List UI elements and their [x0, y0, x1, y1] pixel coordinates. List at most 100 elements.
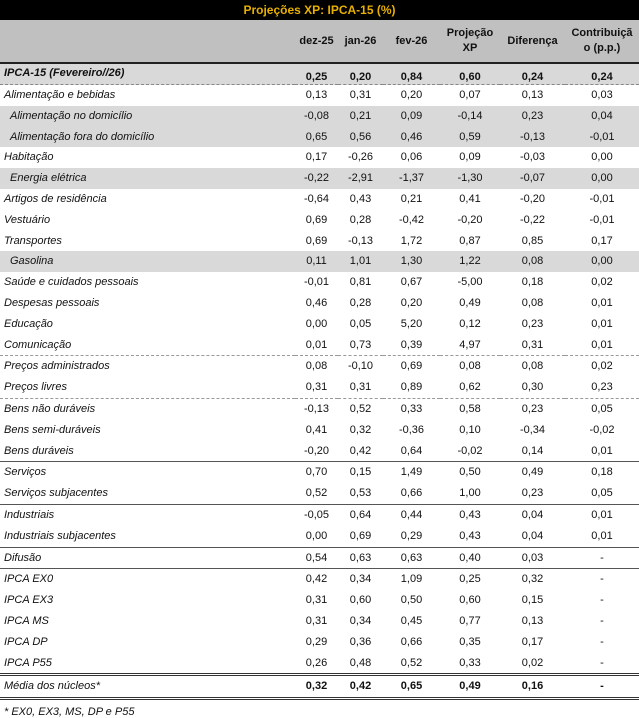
cell-value: 0,43	[459, 508, 481, 521]
cell-value: 0,29	[383, 525, 440, 548]
cell-value: 0,01	[565, 440, 639, 463]
cell-value: 0,41	[305, 423, 328, 436]
cell-value: -	[565, 652, 639, 677]
cell-value: 0,31	[338, 377, 383, 399]
table-row: Habitação 0,17 -0,26 0,06 0,09 -0,03 0,00	[0, 147, 639, 168]
table-row: IPCA EX0 0,42 0,34 1,09 0,25 0,32 -	[0, 569, 639, 590]
cell-value: 0,85	[521, 234, 544, 247]
row-label: Bens duráveis	[0, 440, 295, 463]
cell-value: 0,31	[305, 614, 328, 627]
table-row: Gasolina 0,11 1,01 1,30 1,22 0,08 0,00	[0, 251, 639, 273]
cell-value: -0,14	[440, 105, 500, 127]
cell-value: 0,25	[295, 63, 338, 85]
cell-value: -0,22	[519, 213, 546, 226]
cell-value: 0,02	[591, 360, 613, 373]
table-row: IPCA MS 0,31 0,34 0,45 0,77 0,13 -	[0, 611, 639, 632]
table-row: Energia elétrica -0,22 -2,91 -1,37 -1,30 -0,0…	[0, 168, 639, 189]
cell-value: 0,84	[383, 63, 440, 85]
cell-value: 0,05	[565, 483, 639, 505]
cell-value: 0,16	[500, 674, 565, 701]
table-row: Despesas pessoais 0,46 0,28 0,20 0,49 0,08 0,0…	[0, 293, 639, 314]
column-header-line: XP	[462, 42, 478, 54]
row-label: Despesas pessoais	[4, 296, 100, 309]
cell-value: -0,01	[589, 213, 615, 226]
cell-value: -0,20	[295, 440, 338, 463]
cell-value: 0,50	[459, 466, 481, 479]
cell-value: 0,65	[383, 674, 440, 701]
cell-value: 0,54	[295, 547, 338, 570]
cell-value: -0,36	[398, 423, 425, 436]
cell-value: 0,42	[338, 674, 383, 701]
cell-value: 0,05	[349, 317, 372, 330]
column-header-line: Projeção	[446, 27, 494, 39]
table-row: Transportes 0,69 -0,13 1,72 0,87 0,85 0,17	[0, 231, 639, 252]
cell-value: -0,20	[457, 213, 483, 226]
cell-value: 0,70	[305, 466, 328, 479]
cell-value: -5,00	[457, 276, 483, 289]
cell-value: -0,01	[589, 192, 615, 205]
row-label: Serviços subjacentes	[0, 483, 295, 505]
row-label: Alimentação e bebidas	[4, 89, 116, 101]
cell-value: 0,03	[500, 547, 565, 570]
column-header: Projeção XP	[440, 20, 500, 64]
row-label: Alimentação no domicílio	[0, 105, 295, 127]
cell-value: 0,73	[338, 334, 383, 357]
cell-value: 1,72	[400, 234, 423, 247]
cell-value: 0,04	[500, 525, 565, 548]
table-row: Industriais subjacentes 0,00 0,69 0,29 0,43 0…	[0, 525, 639, 548]
cell-value: 0,02	[591, 276, 613, 289]
table-row: Bens semi-duráveis 0,41 0,32 -0,36 0,10 -0,34…	[0, 420, 639, 441]
table-row: Serviços 0,70 0,15 1,49 0,50 0,49 0,18	[0, 462, 639, 483]
cell-value: 0,21	[400, 192, 423, 205]
cell-value: 0,31	[349, 89, 372, 101]
cell-value: 0,33	[440, 652, 500, 677]
column-header-line: fev-26	[395, 34, 428, 47]
row-label: Saúde e cuidados pessoais	[4, 276, 139, 289]
cell-value: 0,23	[521, 317, 544, 330]
cell-value: 0,04	[565, 105, 639, 127]
cell-value: 0,46	[305, 296, 328, 309]
cell-value: -0,42	[398, 213, 425, 226]
cell-value: 0,49	[521, 466, 544, 479]
table-row: IPCA EX3 0,31 0,60 0,50 0,60 0,15 -	[0, 590, 639, 611]
cell-value: 0,20	[400, 296, 423, 309]
cell-value: 0,77	[459, 614, 481, 627]
table-row: Educação 0,00 0,05 5,20 0,12 0,23 0,01	[0, 314, 639, 335]
cell-value: 0,31	[500, 334, 565, 357]
row-label: Bens semi-duráveis	[4, 423, 101, 436]
row-label: Preços administrados	[4, 360, 110, 373]
cell-value: 0,48	[338, 652, 383, 677]
row-label: Serviços	[4, 466, 47, 479]
cell-value: 0,09	[459, 151, 481, 164]
cell-value: -0,64	[303, 192, 330, 205]
cell-value: 0,00	[305, 317, 328, 330]
cell-value: 0,45	[400, 614, 423, 627]
cell-value: 0,09	[383, 105, 440, 127]
cell-value: -0,26	[347, 151, 374, 164]
cell-value: 0,52	[349, 402, 372, 415]
cell-value: 0,23	[500, 483, 565, 505]
cell-value: 0,04	[521, 508, 544, 521]
cell-value: 0,49	[440, 674, 500, 701]
cell-value: 0,32	[521, 573, 544, 586]
row-label: Transportes	[4, 234, 62, 247]
cell-value: -	[600, 594, 604, 607]
cell-value: 0,69	[400, 360, 423, 373]
cell-value: 0,63	[383, 547, 440, 570]
cell-value: 1,22	[440, 251, 500, 273]
cell-value: 0,62	[440, 377, 500, 399]
table-row: IPCA DP 0,29 0,36 0,66 0,35 0,17 -	[0, 632, 639, 653]
row-label: Educação	[4, 317, 53, 330]
cell-value: 1,09	[400, 573, 423, 586]
cell-value: 0,02	[500, 652, 565, 677]
cell-value: 0,06	[400, 151, 423, 164]
cell-value: 0,64	[349, 508, 372, 521]
cell-value: 0,24	[565, 63, 639, 85]
row-label: Preços livres	[0, 377, 295, 399]
cell-value: -0,01	[303, 276, 330, 289]
cell-value: 0,53	[338, 483, 383, 505]
column-header-line: Diferença	[507, 34, 558, 47]
cell-value: 0,03	[591, 89, 613, 101]
cell-value: 1,49	[400, 466, 423, 479]
cell-value: -	[600, 573, 604, 586]
